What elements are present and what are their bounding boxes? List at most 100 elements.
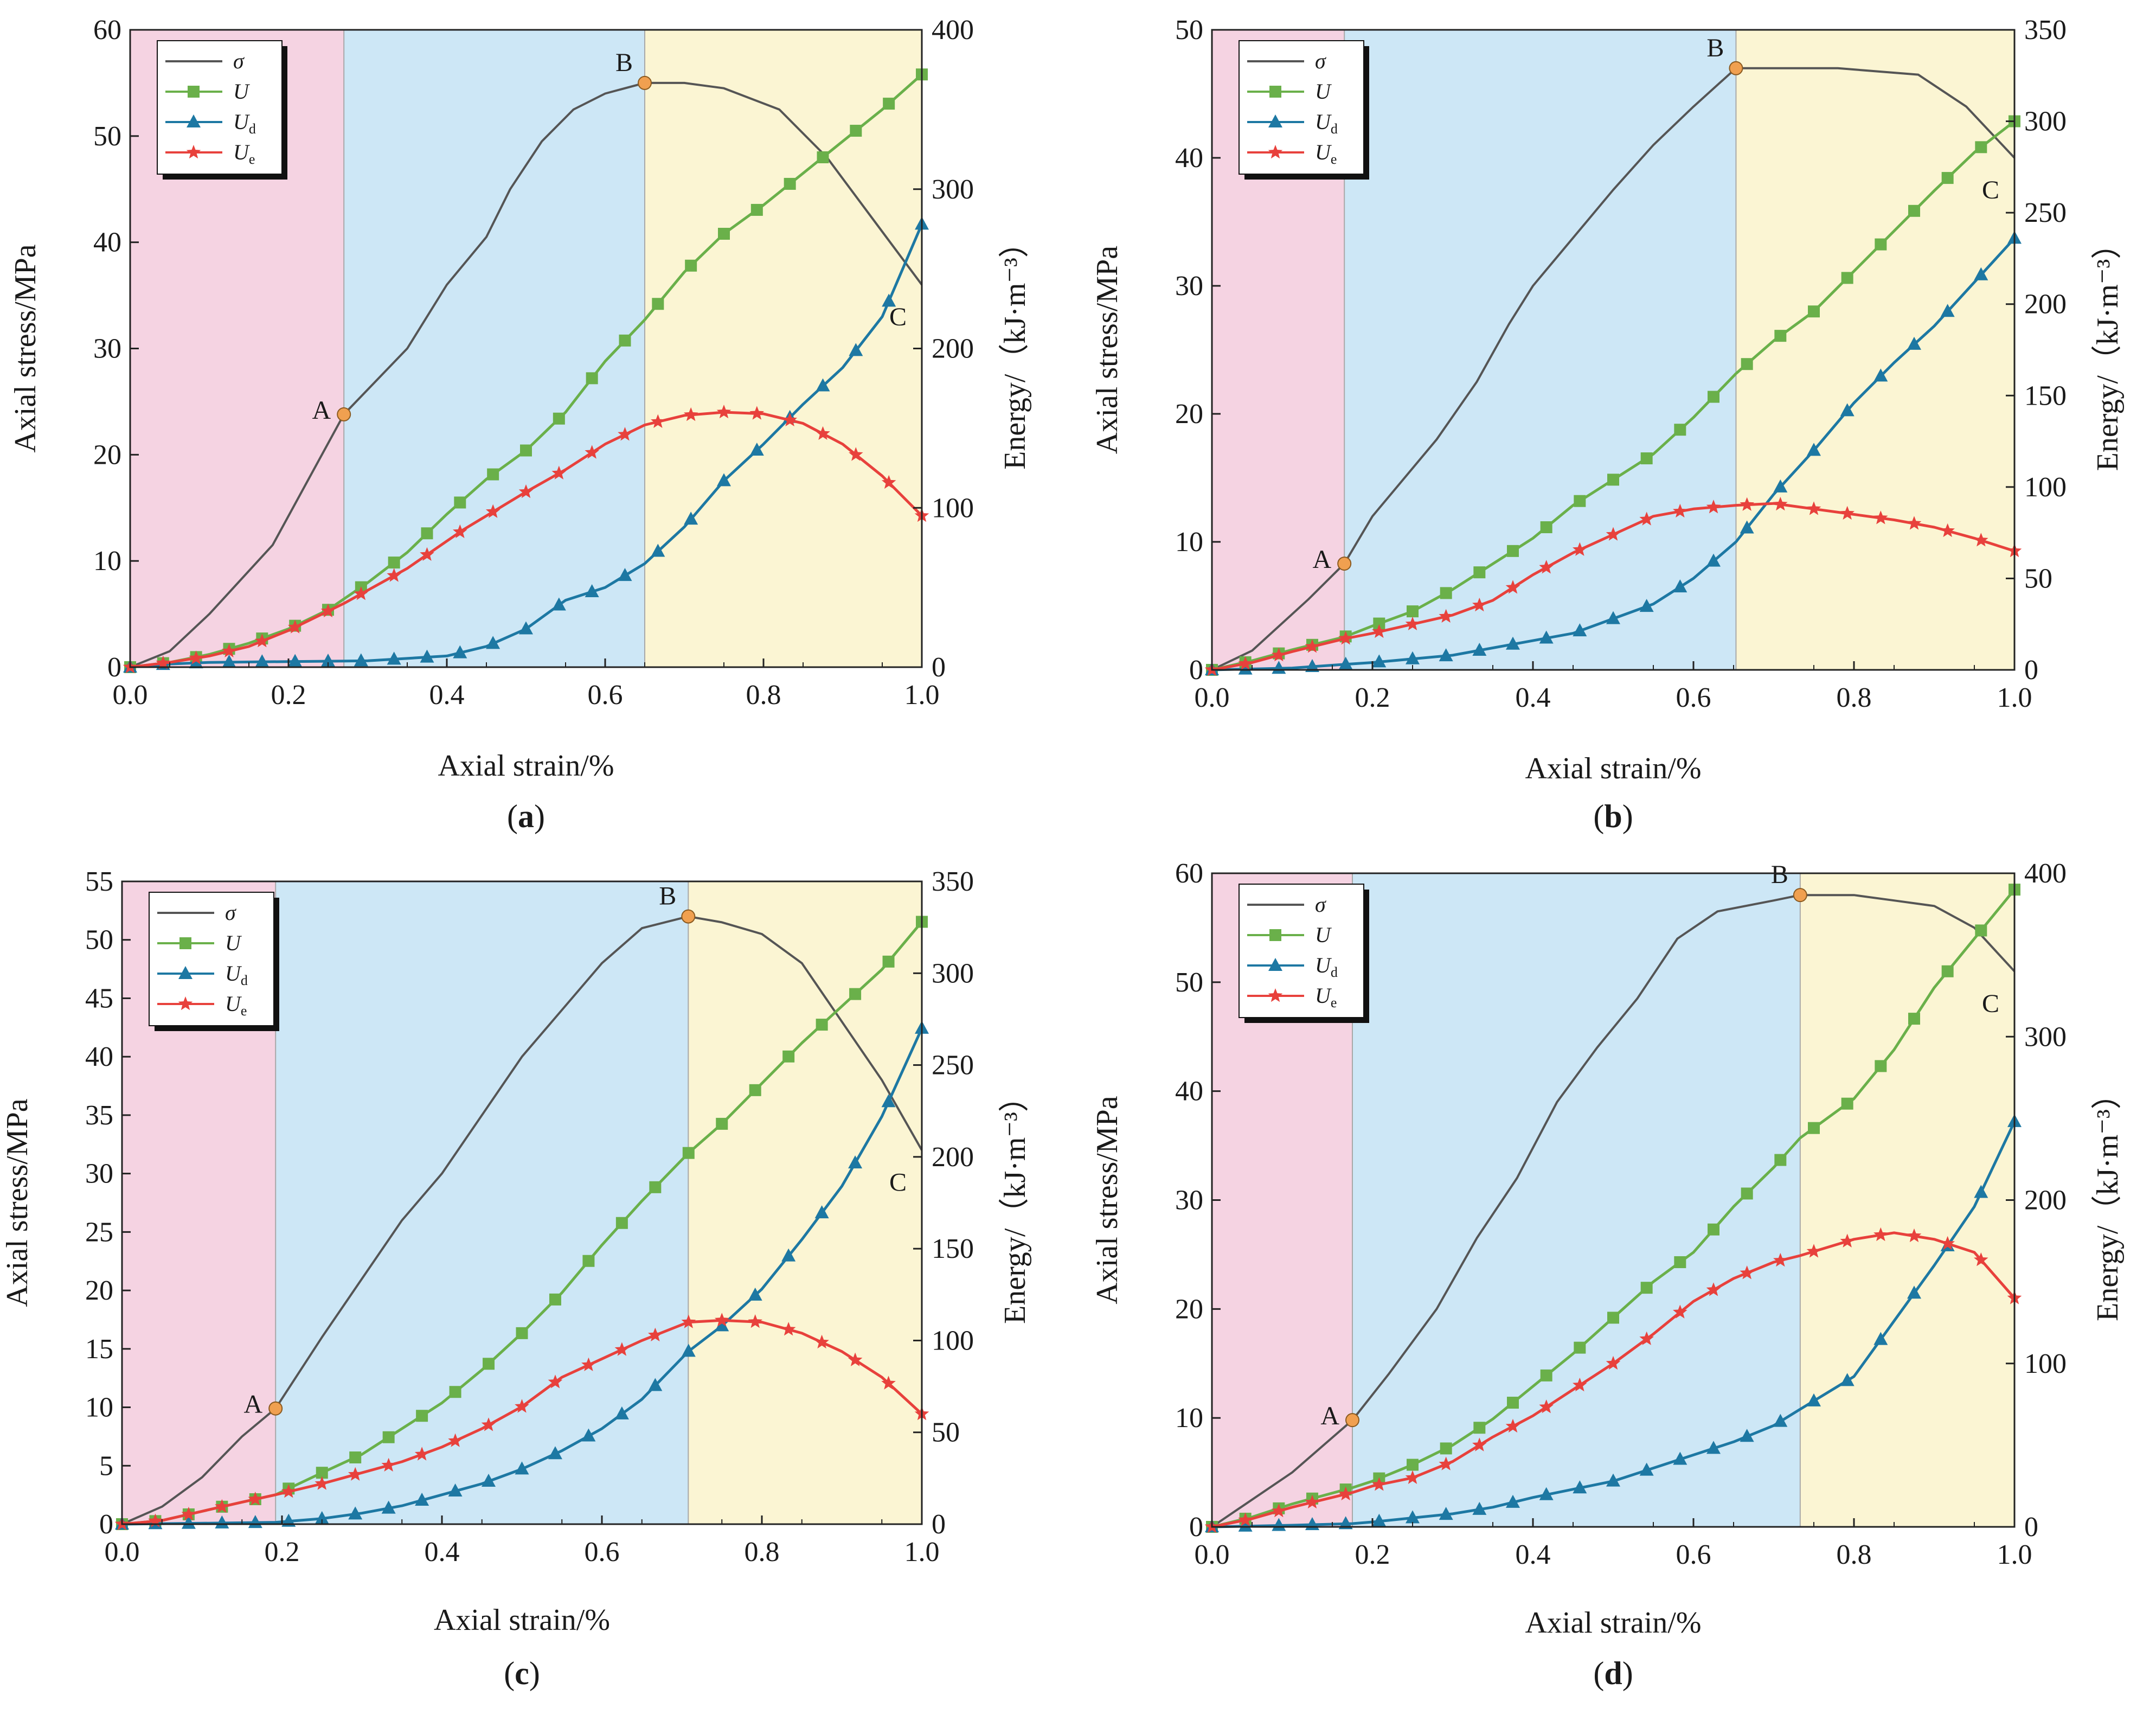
series-marker <box>684 511 698 525</box>
series-marker <box>1774 330 1787 342</box>
series-marker <box>548 1374 563 1389</box>
x-tick-label: 1.0 <box>1997 682 2032 713</box>
series-marker <box>549 1293 561 1306</box>
y-right-tick-label: 200 <box>932 1142 974 1173</box>
series-marker <box>321 653 335 667</box>
series-marker <box>1506 1494 1520 1508</box>
series-marker <box>354 653 368 667</box>
series-marker <box>1573 623 1587 637</box>
legend-label: Ue <box>1315 140 1337 167</box>
series-marker <box>1806 1244 1821 1258</box>
series-marker <box>1974 1252 1988 1267</box>
series-marker <box>520 444 532 457</box>
series-marker <box>1372 1477 1387 1491</box>
series-marker <box>1539 630 1554 644</box>
series-marker <box>581 1357 596 1371</box>
series-marker <box>1774 1154 1787 1166</box>
legend-label: Ue <box>233 140 255 167</box>
series-marker <box>1639 599 1654 612</box>
series-marker <box>420 547 434 561</box>
legend-marker <box>186 145 201 159</box>
x-tick-label: 0.2 <box>1355 1539 1390 1570</box>
series-marker <box>816 378 830 392</box>
y-left-axis-label: Axial stress/MPa <box>9 244 42 452</box>
series-marker <box>281 1484 296 1498</box>
series-marker <box>1606 1355 1621 1370</box>
series-marker <box>381 1457 396 1472</box>
zone-3 <box>1800 873 2014 1527</box>
y-left-tick-label: 50 <box>1175 15 1203 46</box>
series-marker <box>348 1467 363 1481</box>
legend-label: Ud <box>233 110 256 137</box>
y-right-tick-label: 250 <box>932 1050 974 1081</box>
series-marker <box>1439 648 1453 662</box>
series-marker <box>1907 1286 1921 1299</box>
series-marker <box>518 484 534 498</box>
panel-caption: (a) <box>507 798 545 834</box>
y-left-tick-label: 10 <box>1175 1403 1203 1434</box>
series-marker <box>354 586 369 600</box>
series-marker <box>784 177 796 190</box>
series-marker <box>682 1147 695 1159</box>
series-marker <box>1272 1503 1286 1518</box>
y-left-tick-label: 0 <box>1189 655 1203 686</box>
panel-caption: (d) <box>1593 1655 1633 1691</box>
point-label-A: A <box>244 1390 263 1419</box>
series-marker <box>415 1492 429 1506</box>
series-marker <box>881 475 896 489</box>
series-marker <box>618 568 632 581</box>
series-Ud <box>115 1020 929 1530</box>
point-A <box>337 407 351 421</box>
series-marker <box>1473 566 1486 579</box>
series-marker <box>1573 542 1587 556</box>
point-B <box>638 75 652 90</box>
y-left-tick-label: 5 <box>99 1450 113 1481</box>
y-right-tick-label: 50 <box>2024 563 2052 594</box>
series-marker <box>1606 527 1621 541</box>
series-marker <box>1407 605 1419 618</box>
panel-caption: (c) <box>504 1655 540 1691</box>
series-marker <box>382 1431 395 1443</box>
y-left-tick-label: 10 <box>1175 527 1203 558</box>
series-marker <box>781 1248 796 1262</box>
series-line <box>130 411 923 669</box>
y-right-tick-label: 50 <box>932 1417 960 1448</box>
series-marker <box>1974 533 1988 547</box>
series-marker <box>614 1406 629 1419</box>
point-label-A: A <box>1320 1402 1339 1430</box>
series-marker <box>1974 1185 1988 1198</box>
series-marker <box>1673 579 1687 593</box>
y-right-tick-label: 0 <box>932 652 946 683</box>
series-marker <box>1539 1399 1554 1414</box>
y-right-tick-label: 350 <box>932 866 974 897</box>
series-marker <box>255 634 270 648</box>
zone-2 <box>1352 873 1800 1527</box>
series-marker <box>750 203 763 216</box>
series-sigma <box>1211 894 2016 1528</box>
series-marker <box>1773 1414 1788 1427</box>
y-right-tick-label: 300 <box>2024 106 2067 137</box>
series-marker <box>1773 479 1788 493</box>
y-left-tick-label: 25 <box>85 1217 113 1248</box>
series-marker <box>1873 1227 1888 1242</box>
series-marker <box>716 405 732 419</box>
series-marker <box>1941 172 1954 184</box>
series-marker <box>614 1342 630 1356</box>
y-left-tick-label: 40 <box>1175 143 1203 174</box>
series-marker <box>1372 654 1387 668</box>
series-marker <box>883 98 895 110</box>
series-marker <box>1706 1441 1721 1454</box>
series-marker <box>850 125 862 137</box>
series-marker <box>619 334 631 347</box>
point-label-B: B <box>1771 860 1788 889</box>
series-marker <box>648 1327 663 1341</box>
y-right-tick-label: 200 <box>2024 289 2067 320</box>
series-marker <box>882 293 896 307</box>
series-marker <box>181 1515 196 1529</box>
series-marker <box>1540 521 1552 534</box>
series-marker <box>1674 1256 1686 1268</box>
series-marker <box>1606 611 1620 624</box>
y-right-tick-label: 400 <box>932 15 974 46</box>
series-marker <box>156 655 171 669</box>
